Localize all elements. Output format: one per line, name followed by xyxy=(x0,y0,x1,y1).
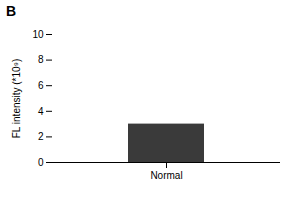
svg-text:6: 6 xyxy=(38,80,44,91)
html-text:B: B xyxy=(6,3,17,19)
svg-text:Normal: Normal xyxy=(150,170,182,181)
svg-text:2: 2 xyxy=(38,131,44,142)
svg-text:4: 4 xyxy=(38,106,44,117)
svg-text:10: 10 xyxy=(32,29,44,40)
svg-text:FL intensity (*10⁹): FL intensity (*10⁹) xyxy=(11,59,22,139)
svg-text:0: 0 xyxy=(38,157,44,168)
svg-text:8: 8 xyxy=(38,54,44,65)
